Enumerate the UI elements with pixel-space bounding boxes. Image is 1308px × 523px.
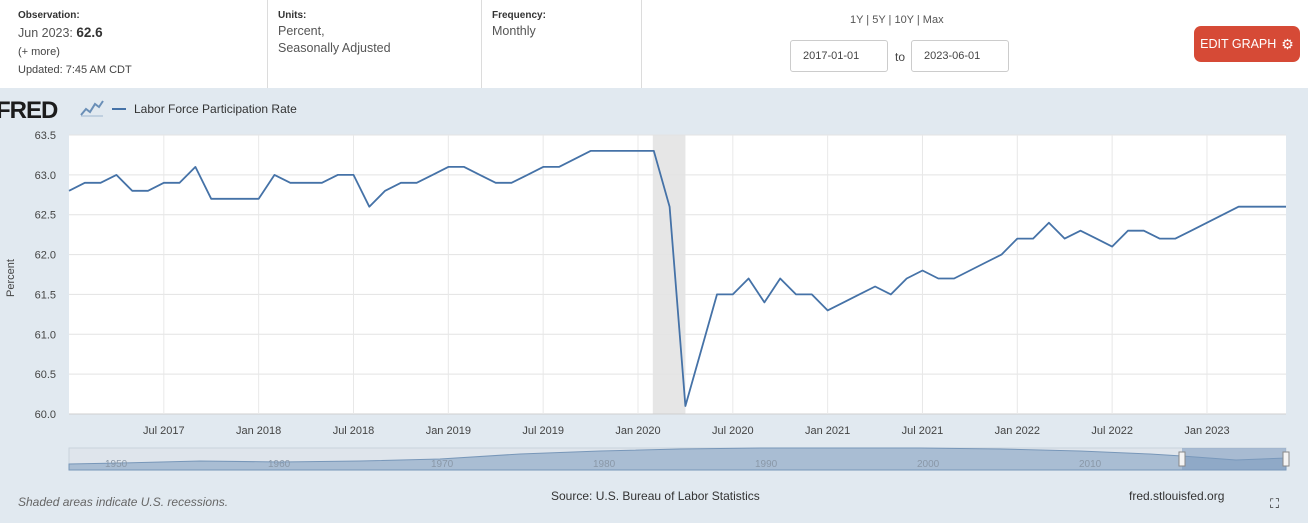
gear-icon: ⚙	[1281, 35, 1294, 52]
navigator-selection	[1182, 448, 1286, 470]
navigator-handle-left[interactable]	[1178, 451, 1186, 467]
observation-block: Observation: Jun 2023: 62.6 (+ more) Upd…	[0, 0, 268, 88]
navigator-handle-right[interactable]	[1282, 451, 1290, 467]
units-line1: Percent,	[278, 24, 325, 38]
edit-graph-button[interactable]: EDIT GRAPH ⚙	[1194, 26, 1300, 62]
range-links[interactable]: 1Y | 5Y | 10Y | Max	[850, 14, 944, 26]
y-tick-label: 61.0	[35, 329, 56, 341]
navigator-year-labels: 1950 1960 1970 1980 1990 2000 2010	[105, 459, 1102, 470]
observation-label: Observation:	[18, 10, 80, 21]
legend-swatch	[112, 108, 126, 110]
y-tick-labels: 60.0 60.5 61.0 61.5 62.0 62.5 63.0 63.5	[35, 130, 56, 421]
navigator-year-label: 2000	[917, 459, 940, 470]
header-bar: Observation: Jun 2023: 62.6 (+ more) Upd…	[0, 0, 1308, 88]
legend-series-name: Labor Force Participation Rate	[134, 102, 297, 116]
source-text: Source: U.S. Bureau of Labor Statistics	[551, 489, 760, 503]
x-tick-label: Jan 2023	[1184, 425, 1229, 437]
y-tick-label: 62.5	[35, 210, 56, 222]
edit-graph-label: EDIT GRAPH	[1200, 37, 1277, 51]
line-chart[interactable]: 60.0 60.5 61.0 61.5 62.0 62.5 63.0 63.5 Jul 201…	[0, 88, 1308, 478]
date-from-input[interactable]	[790, 40, 888, 72]
navigator-year-label: 1980	[593, 459, 616, 470]
x-tick-label: Jul 2017	[143, 425, 185, 437]
navigator-year-label: 2010	[1079, 459, 1102, 470]
navigator[interactable]: 1950 1960 1970 1980 1990 2000 2010	[68, 447, 1290, 471]
y-tick-label: 60.5	[35, 369, 56, 381]
legend: Labor Force Participation Rate	[112, 102, 297, 116]
x-tick-label: Jul 2022	[1091, 425, 1133, 437]
x-tick-label: Jan 2022	[995, 425, 1040, 437]
units-block: Units: Percent, Seasonally Adjusted	[268, 0, 482, 88]
x-tick-label: Jan 2021	[805, 425, 850, 437]
series-line	[68, 150, 1286, 407]
expand-icon[interactable]: ⛶	[1270, 496, 1280, 511]
x-tick-label: Jan 2019	[426, 425, 471, 437]
x-tick-label: Jul 2020	[712, 425, 754, 437]
y-axis-label: Percent	[5, 259, 17, 297]
y-tick-label: 63.5	[35, 130, 56, 142]
navigator-year-label: 1970	[431, 459, 454, 470]
navigator-year-label: 1960	[268, 459, 291, 470]
observation-line: Jun 2023: 62.6	[18, 25, 103, 40]
x-tick-label: Jul 2019	[522, 425, 564, 437]
navigator-year-label: 1990	[755, 459, 778, 470]
x-tick-label: Jan 2018	[236, 425, 281, 437]
x-tick-label: Jan 2020	[615, 425, 660, 437]
frequency-label: Frequency:	[492, 10, 546, 21]
date-to-label: to	[895, 50, 906, 64]
y-tick-label: 62.0	[35, 250, 56, 262]
units-label: Units:	[278, 10, 307, 21]
date-to-input[interactable]	[911, 40, 1009, 72]
navigator-year-label: 1950	[105, 459, 128, 470]
more-link[interactable]: (+ more)	[18, 46, 60, 58]
observation-period: Jun 2023:	[18, 26, 73, 40]
x-tick-label: Jul 2018	[333, 425, 375, 437]
frequency-block: Frequency: Monthly	[482, 0, 642, 88]
frequency-value: Monthly	[492, 24, 536, 38]
y-tick-label: 60.0	[35, 409, 56, 421]
observation-value: 62.6	[76, 25, 103, 40]
series-polyline	[68, 150, 1286, 407]
site-link[interactable]: fred.stlouisfed.org	[1129, 489, 1225, 503]
recession-shading	[652, 135, 686, 414]
units-line2: Seasonally Adjusted	[278, 41, 391, 55]
x-tick-label: Jul 2021	[902, 425, 944, 437]
updated-text: Updated: 7:45 AM CDT	[18, 64, 132, 76]
logo-chart-icon	[80, 100, 104, 117]
y-tick-label: 63.0	[35, 170, 56, 182]
y-gridlines	[69, 134, 1286, 415]
recession-note: Shaded areas indicate U.S. recessions.	[18, 495, 229, 509]
y-tick-label: 61.5	[35, 289, 56, 301]
x-tick-labels: Jul 2017 Jan 2018 Jul 2018 Jan 2019 Jul 2019…	[143, 135, 1230, 437]
fred-logo[interactable]: FRED	[0, 97, 58, 124]
recession-band	[652, 135, 686, 414]
